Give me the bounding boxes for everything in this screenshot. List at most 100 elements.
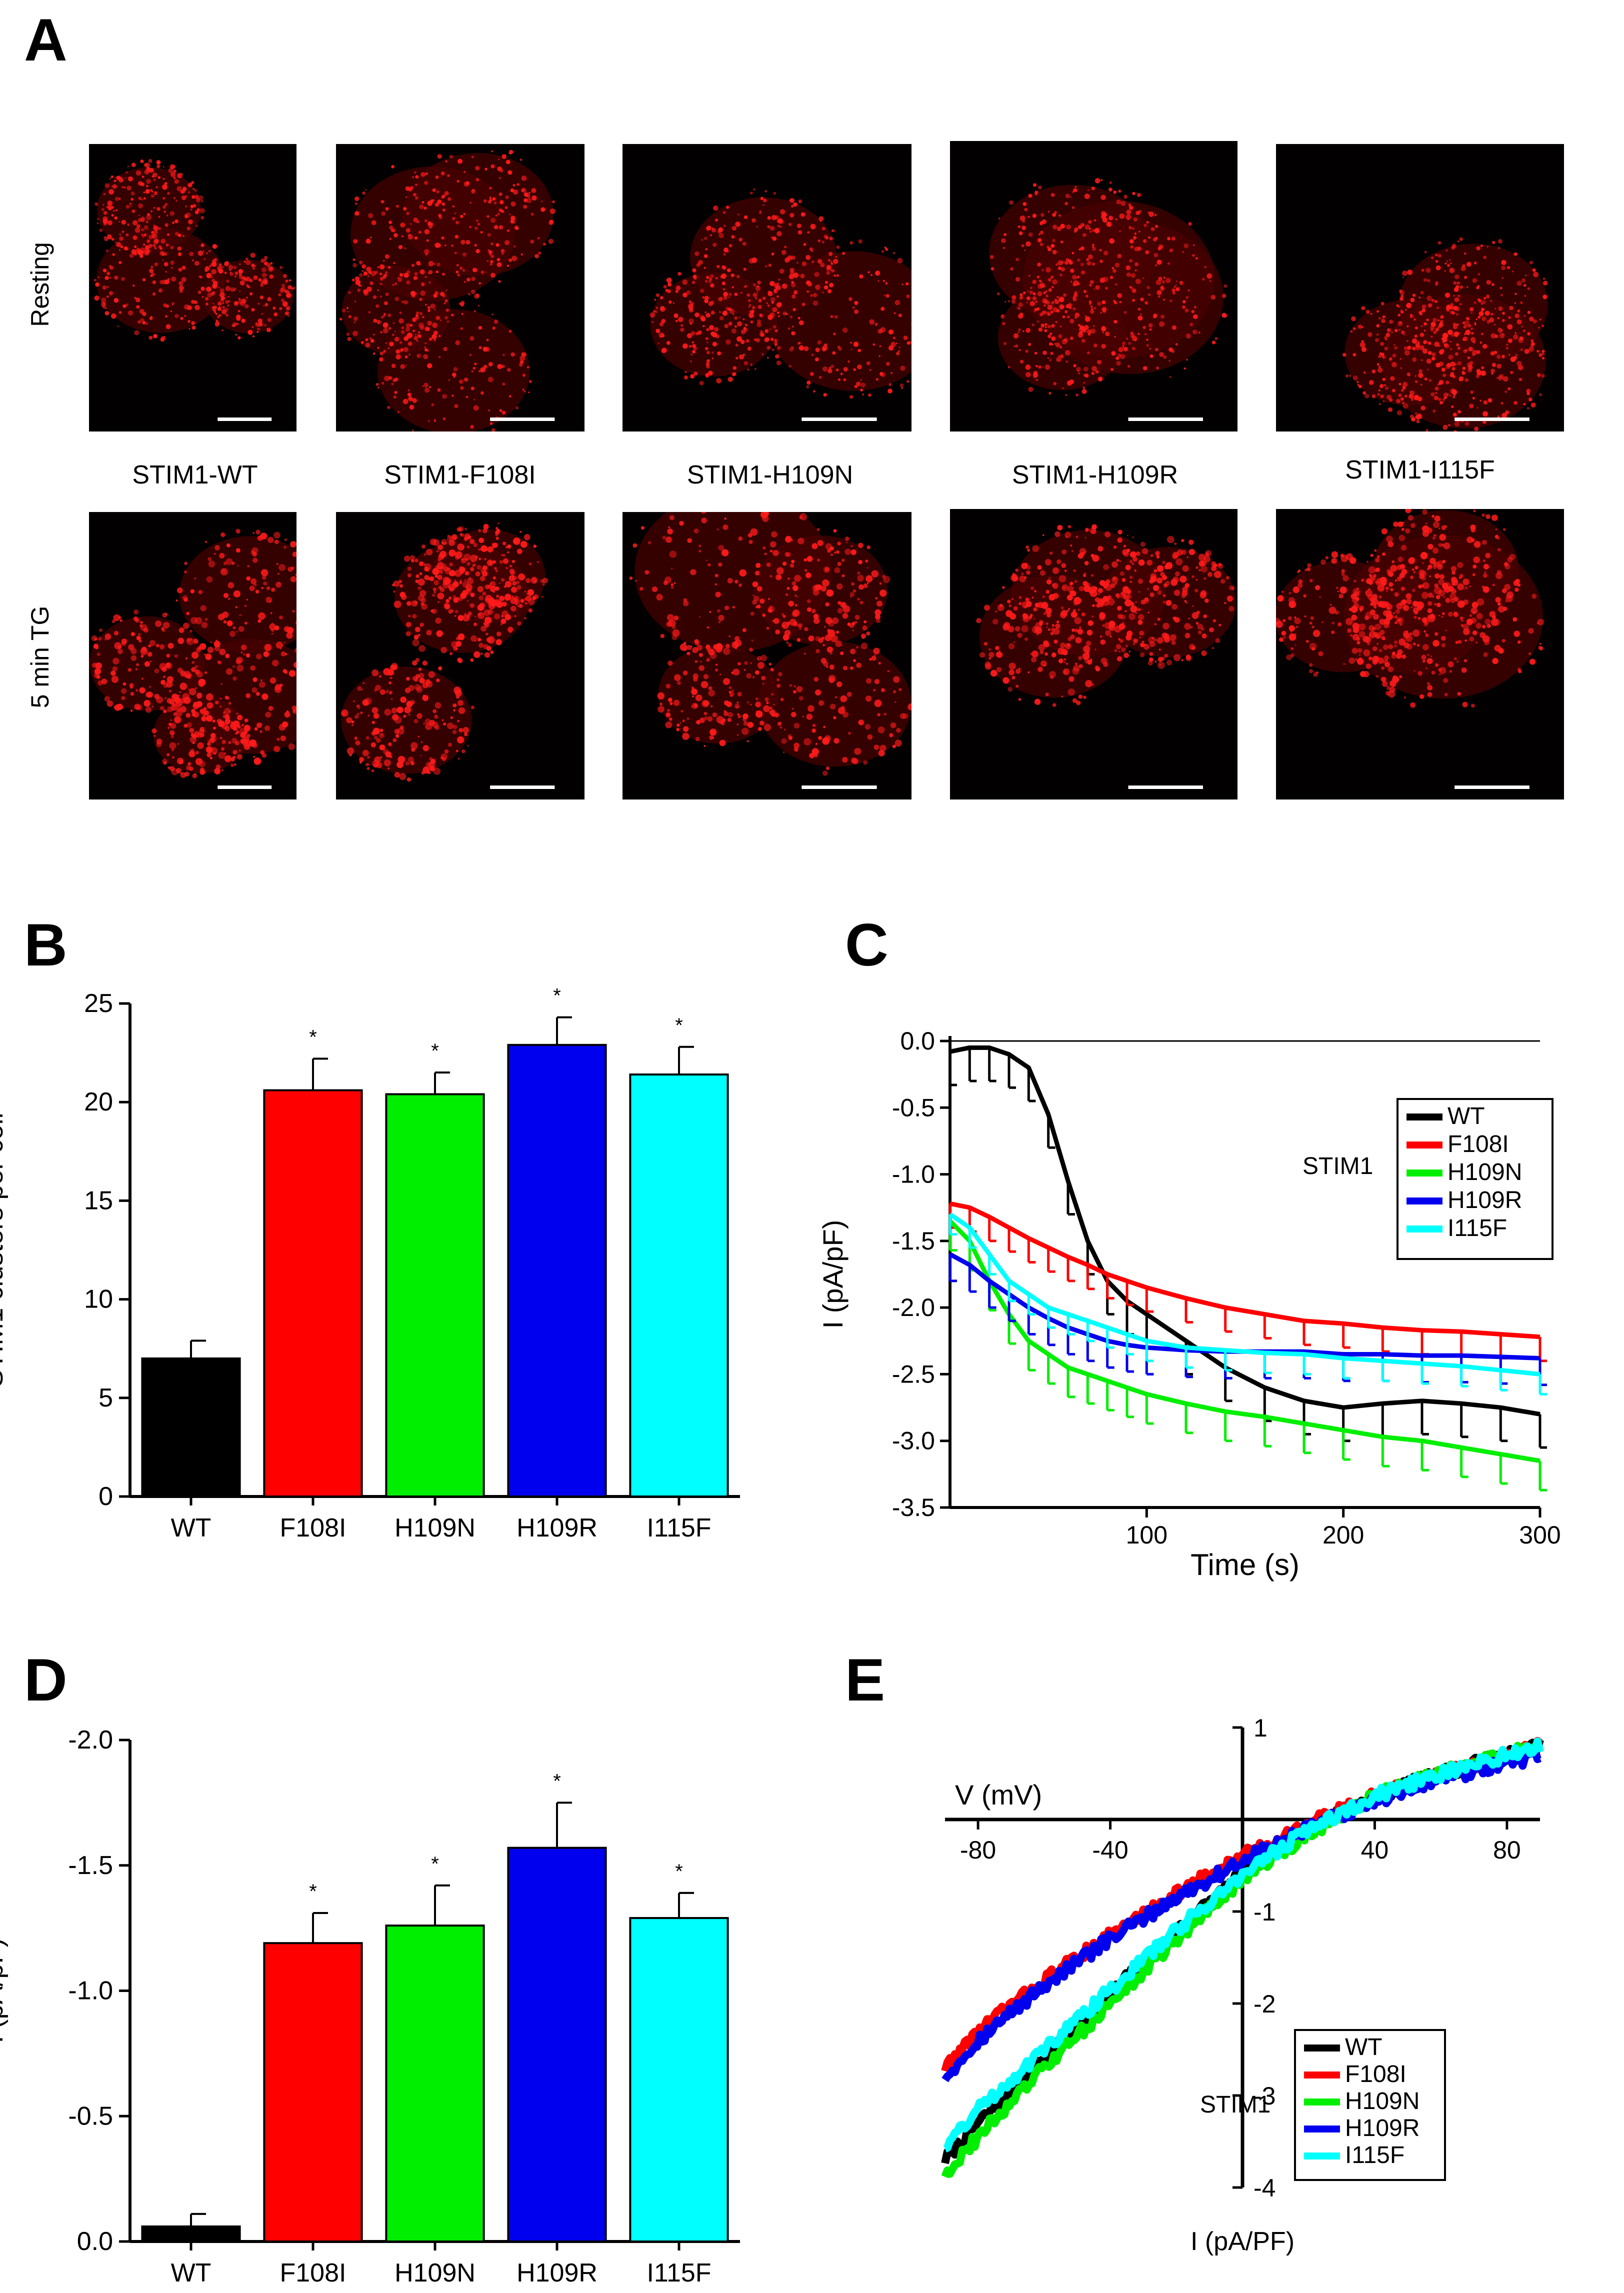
stim1-punctum — [1501, 266, 1506, 270]
stim1-punctum — [459, 581, 462, 584]
stim1-punctum — [1404, 334, 1406, 336]
stim1-punctum — [1430, 256, 1434, 260]
stim1-punctum — [180, 682, 188, 690]
stim1-punctum — [1386, 568, 1392, 574]
stim1-punctum — [994, 610, 998, 613]
stim1-punctum — [1205, 552, 1209, 556]
stim1-punctum — [762, 204, 765, 206]
stim1-punctum — [725, 339, 731, 345]
stim1-punctum — [1467, 356, 1470, 360]
stim1-punctum — [419, 678, 425, 684]
stim1-punctum — [1539, 642, 1542, 645]
stim1-punctum — [1127, 364, 1130, 368]
stim1-punctum — [358, 284, 361, 287]
stim1-punctum — [1138, 614, 1144, 620]
stim1-punctum — [1025, 350, 1028, 353]
stim1-punctum — [1092, 244, 1094, 246]
stim1-punctum — [709, 278, 712, 281]
stim1-punctum — [1074, 291, 1078, 294]
stim1-punctum — [214, 545, 220, 550]
stim1-punctum — [488, 584, 492, 588]
stim1-punctum — [1539, 393, 1542, 396]
stim1-punctum — [833, 332, 836, 336]
stim1-punctum — [828, 252, 833, 256]
stim1-punctum — [1524, 295, 1526, 297]
stim1-punctum — [738, 714, 742, 718]
stim1-punctum — [1508, 354, 1510, 356]
stim1-punctum — [1109, 181, 1112, 184]
stim1-punctum — [530, 577, 538, 584]
stim1-punctum — [131, 162, 136, 168]
stim1-punctum — [240, 652, 243, 654]
stim1-punctum — [1182, 251, 1184, 253]
stim1-punctum — [1032, 280, 1036, 284]
stim1-punctum — [500, 200, 504, 204]
stim1-punctum — [1490, 368, 1495, 373]
stim1-punctum — [1192, 329, 1198, 334]
stim1-punctum — [1120, 354, 1126, 360]
stim1-punctum — [668, 660, 673, 666]
stim1-punctum — [474, 310, 476, 312]
stim1-punctum — [434, 580, 439, 586]
stim1-punctum — [1128, 650, 1130, 652]
stim1-punctum — [762, 353, 764, 356]
stim1-punctum — [1108, 625, 1114, 630]
panel-label-d: D — [24, 1646, 68, 1714]
stim1-punctum — [393, 590, 396, 593]
stim1-punctum — [214, 258, 218, 262]
stim1-punctum — [214, 322, 220, 327]
stim1-punctum — [796, 638, 801, 642]
stim1-punctum — [885, 248, 888, 251]
stim1-punctum — [830, 315, 834, 318]
stim1-punctum — [700, 288, 704, 293]
stim1-punctum — [165, 270, 167, 273]
stim1-punctum — [1073, 188, 1078, 192]
stim1-punctum — [362, 264, 366, 269]
stim1-punctum — [178, 694, 180, 697]
stim1-punctum — [482, 565, 488, 571]
stim1-punctum — [779, 268, 784, 274]
stim1-punctum — [204, 653, 206, 656]
stim1-punctum — [756, 285, 760, 288]
stim1-punctum — [1037, 291, 1042, 296]
stim1-punctum — [770, 668, 774, 672]
stim1-punctum — [1396, 410, 1402, 416]
stim1-punctum — [704, 716, 708, 720]
stim1-punctum — [414, 558, 418, 562]
stim1-punctum — [1054, 640, 1058, 644]
stim1-punctum — [1118, 347, 1124, 352]
stim1-punctum — [505, 195, 509, 200]
stim1-punctum — [1154, 660, 1157, 663]
stim1-punctum — [418, 634, 420, 636]
stim1-punctum — [400, 330, 405, 334]
stim1-punctum — [1398, 314, 1400, 317]
stim1-punctum — [156, 207, 160, 211]
stim1-punctum — [1194, 588, 1198, 593]
stim1-punctum — [1122, 622, 1124, 624]
stim1-punctum — [1414, 334, 1418, 338]
stim1-punctum — [394, 330, 396, 332]
stim1-punctum — [243, 653, 246, 656]
stim1-punctum — [812, 260, 814, 264]
stim1-punctum — [1015, 568, 1018, 572]
stim1-punctum — [1140, 542, 1146, 548]
stim1-punctum — [1509, 306, 1514, 310]
stim1-punctum — [806, 290, 809, 293]
stim1-punctum — [1542, 324, 1544, 327]
stim1-punctum — [176, 768, 182, 774]
stim1-punctum — [1217, 562, 1222, 567]
stim1-punctum — [251, 264, 255, 268]
stim1-punctum — [1048, 334, 1052, 338]
stim1-punctum — [1144, 644, 1150, 650]
stim1-punctum — [1476, 350, 1480, 354]
stim1-punctum — [140, 624, 142, 628]
stim1-punctum — [706, 276, 710, 280]
stim1-punctum — [1294, 644, 1296, 646]
stim1-punctum — [1135, 278, 1141, 284]
stim1-punctum — [498, 522, 500, 524]
stim1-punctum — [705, 280, 708, 283]
stim1-punctum — [706, 341, 708, 344]
stim1-punctum — [1374, 549, 1377, 552]
stim1-punctum — [1428, 351, 1432, 355]
stim1-punctum — [352, 700, 356, 702]
